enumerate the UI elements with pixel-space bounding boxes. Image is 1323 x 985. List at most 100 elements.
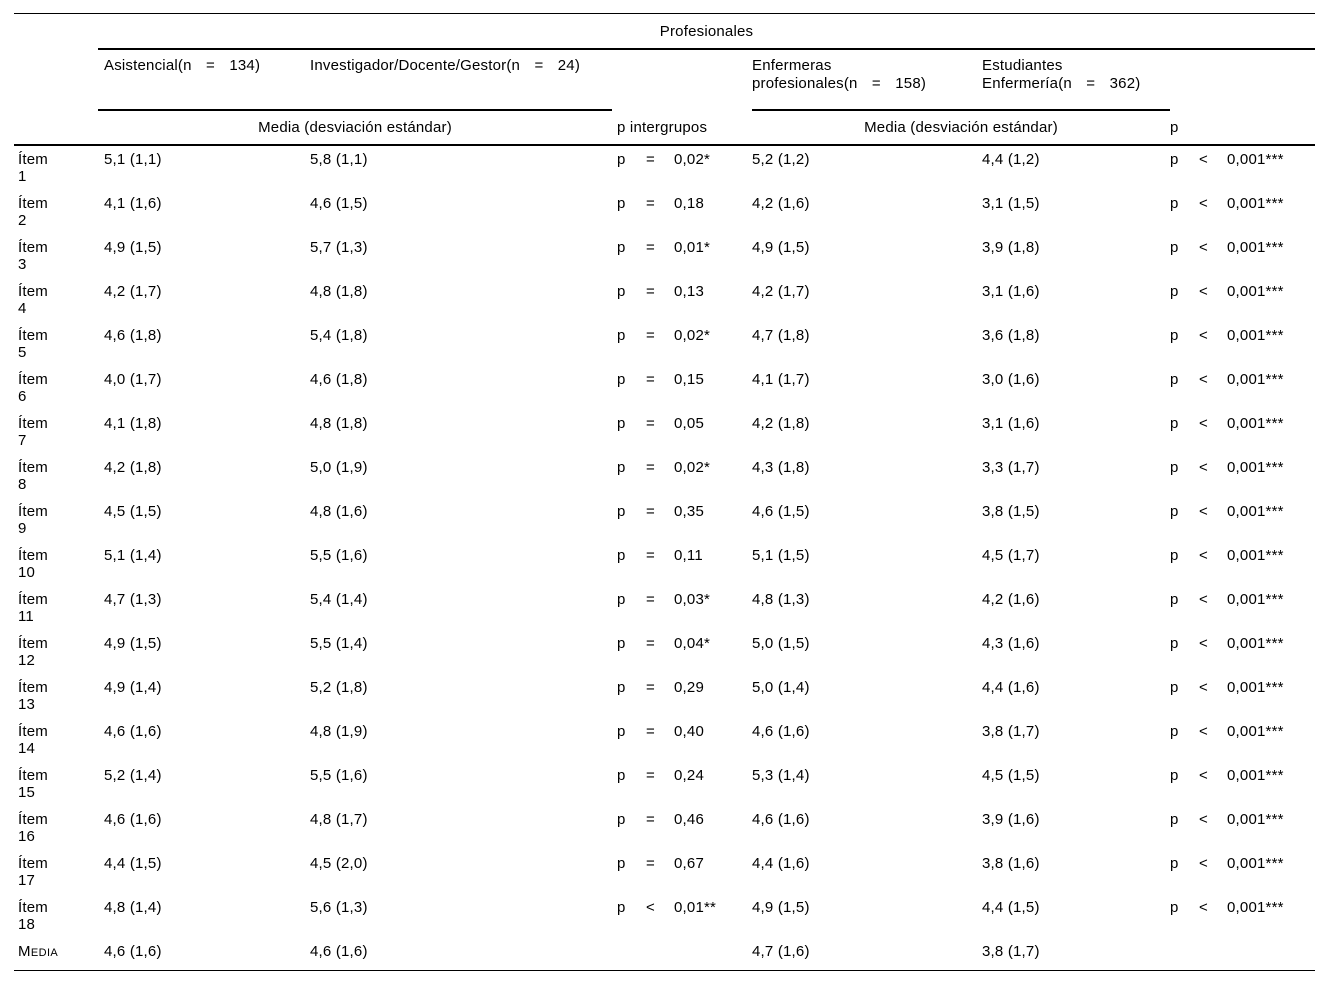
header-asistencial: Asistencial(n = 134) <box>98 49 310 111</box>
corner-empty-cell <box>14 14 98 50</box>
cell-estudiantes: 4,4 (1,2) <box>982 151 1040 168</box>
cell-p: p <0,001*** <box>1170 542 1315 586</box>
cell-investigador: 5,4 (1,4) <box>310 591 368 608</box>
cell-p: p <0,001*** <box>1170 718 1315 762</box>
cell-investigador: 5,5 (1,6) <box>310 767 368 784</box>
p-value: 0,01** <box>674 899 717 916</box>
p-operator: < <box>1199 195 1208 212</box>
cell-investigador: 4,8 (1,8) <box>310 415 368 432</box>
p-operator: = <box>646 239 655 256</box>
item-number: 14 <box>18 740 36 757</box>
p-value: 0,02* <box>674 459 711 476</box>
table-row: Ítem 1 5,1 (1,1) 5,8 (1,1) p = 0,02* 5,2 (… <box>14 145 1315 190</box>
subheader-media-2: Media (desviación estándar) <box>752 110 1170 146</box>
cell-enfermeras: 4,6 (1,6) <box>752 723 810 740</box>
cell-p: p <0,001*** <box>1170 630 1315 674</box>
p-value: 0,29 <box>674 679 704 696</box>
p-symbol: p <box>1170 591 1179 608</box>
cell-enfermeras: 4,3 (1,8) <box>752 459 810 476</box>
cell-enfermeras: 5,2 (1,2) <box>752 151 810 168</box>
p-operator: = <box>646 855 655 872</box>
p-operator: < <box>1199 723 1208 740</box>
item-label: Ítem <box>18 327 48 344</box>
header-row-groups: Asistencial(n = 134) Investigador/Docent… <box>14 49 1315 111</box>
p-value: 0,001*** <box>1227 547 1284 564</box>
p-symbol: p <box>617 415 626 432</box>
table-row: Ítem 10 5,1 (1,4) 5,5 (1,6) p = 0,11 5,1 (… <box>14 542 1315 586</box>
cell-p: p <0,001*** <box>1170 806 1315 850</box>
p-symbol: p <box>1170 899 1179 916</box>
cell-asistencial: 4,5 (1,5) <box>104 503 162 520</box>
p-symbol: p <box>617 151 626 168</box>
p-value: 0,001*** <box>1227 679 1284 696</box>
cell-p-intergrupos: p = 0,13 <box>612 278 752 322</box>
cell-p: p <0,001*** <box>1170 762 1315 806</box>
p-value: 0,15 <box>674 371 704 388</box>
cell-estudiantes: 4,5 (1,5) <box>982 767 1040 784</box>
header-estudiantes-line2: Enfermería(n = 362) <box>982 75 1141 92</box>
item-number: 1 <box>18 168 27 185</box>
cell-estudiantes: 3,1 (1,5) <box>982 195 1040 212</box>
cell-p-intergrupos: p = 0,05 <box>612 410 752 454</box>
table-header: Profesionales Asistencial(n = 134) Inves… <box>14 13 1316 146</box>
cell-p-intergrupos: p = 0,11 <box>612 542 752 586</box>
cell-investigador: 5,0 (1,9) <box>310 459 368 476</box>
cell-asistencial: 4,8 (1,4) <box>104 899 162 916</box>
cell-investigador: 4,6 (1,5) <box>310 195 368 212</box>
cell-item: Ítem 10 <box>14 542 98 586</box>
p-symbol: p <box>1170 327 1179 344</box>
cell-estudiantes: 3,6 (1,8) <box>982 327 1040 344</box>
cell-asistencial: 4,1 (1,8) <box>104 415 162 432</box>
cell-item: Ítem 15 <box>14 762 98 806</box>
p-value: 0,46 <box>674 811 704 828</box>
cell-investigador: 5,5 (1,4) <box>310 635 368 652</box>
cell-p: p <0,001*** <box>1170 366 1315 410</box>
p-value: 0,001*** <box>1227 591 1284 608</box>
subheader-p: p <box>1170 110 1316 146</box>
item-label: Ítem <box>18 679 48 696</box>
cell-investigador: 4,6 (1,8) <box>310 371 368 388</box>
p-symbol: p <box>617 503 626 520</box>
header-enfermeras-line1: Enfermeras <box>752 57 832 74</box>
cell-enfermeras: 4,7 (1,8) <box>752 327 810 344</box>
p-operator: < <box>1199 855 1208 872</box>
cell-p-intergrupos: p = 0,04* <box>612 630 752 674</box>
cell-item: Ítem 5 <box>14 322 98 366</box>
cell-investigador: 4,5 (2,0) <box>310 855 368 872</box>
cell-p-intergrupos: p = 0,02* <box>612 322 752 366</box>
cell-asistencial: 4,1 (1,6) <box>104 195 162 212</box>
cell-p-intergrupos: p = 0,40 <box>612 718 752 762</box>
p-value: 0,001*** <box>1227 327 1284 344</box>
item-label: Ítem <box>18 239 48 256</box>
header-estudiantes: Estudiantes Enfermería(n = 362) <box>978 49 1170 111</box>
cell-item: Ítem 14 <box>14 718 98 762</box>
cell-p-intergrupos: p = 0,46 <box>612 806 752 850</box>
p-operator: < <box>1199 679 1208 696</box>
p-operator: < <box>1199 635 1208 652</box>
p-value: 0,04* <box>674 635 711 652</box>
p-value: 0,03* <box>674 591 711 608</box>
p-value: 0,05 <box>674 415 704 432</box>
cell-estudiantes: 3,1 (1,6) <box>982 415 1040 432</box>
p-symbol: p <box>1170 195 1179 212</box>
p-operator: = <box>646 679 655 696</box>
cell-item: Ítem 9 <box>14 498 98 542</box>
p-symbol: p <box>1170 459 1179 476</box>
cell-p-intergrupos: p <0,01** <box>612 894 752 938</box>
p-operator: = <box>646 283 655 300</box>
p-operator: < <box>1199 239 1208 256</box>
p-value: 0,35 <box>674 503 704 520</box>
table-row: Ítem 9 4,5 (1,5) 4,8 (1,6) p = 0,35 4,6 (1… <box>14 498 1315 542</box>
p-symbol: p <box>1170 503 1179 520</box>
p-value: 0,001*** <box>1227 855 1284 872</box>
cell-asistencial: 4,6 (1,6) <box>104 723 162 740</box>
p-symbol: p <box>617 239 626 256</box>
p-value: 0,02* <box>674 327 711 344</box>
table-row: Ítem 5 4,6 (1,8) 5,4 (1,8) p = 0,02* 4,7 (… <box>14 322 1315 366</box>
cell-estudiantes: 3,8 (1,7) <box>982 943 1040 960</box>
subheader-p-intergrupos: p intergrupos <box>612 110 752 146</box>
cell-p: p <0,001*** <box>1170 454 1315 498</box>
table-row: Ítem 15 5,2 (1,4) 5,5 (1,6) p = 0,24 5,3 (… <box>14 762 1315 806</box>
p-operator: = <box>646 503 655 520</box>
cell-p-intergrupos: p = 0,67 <box>612 850 752 894</box>
